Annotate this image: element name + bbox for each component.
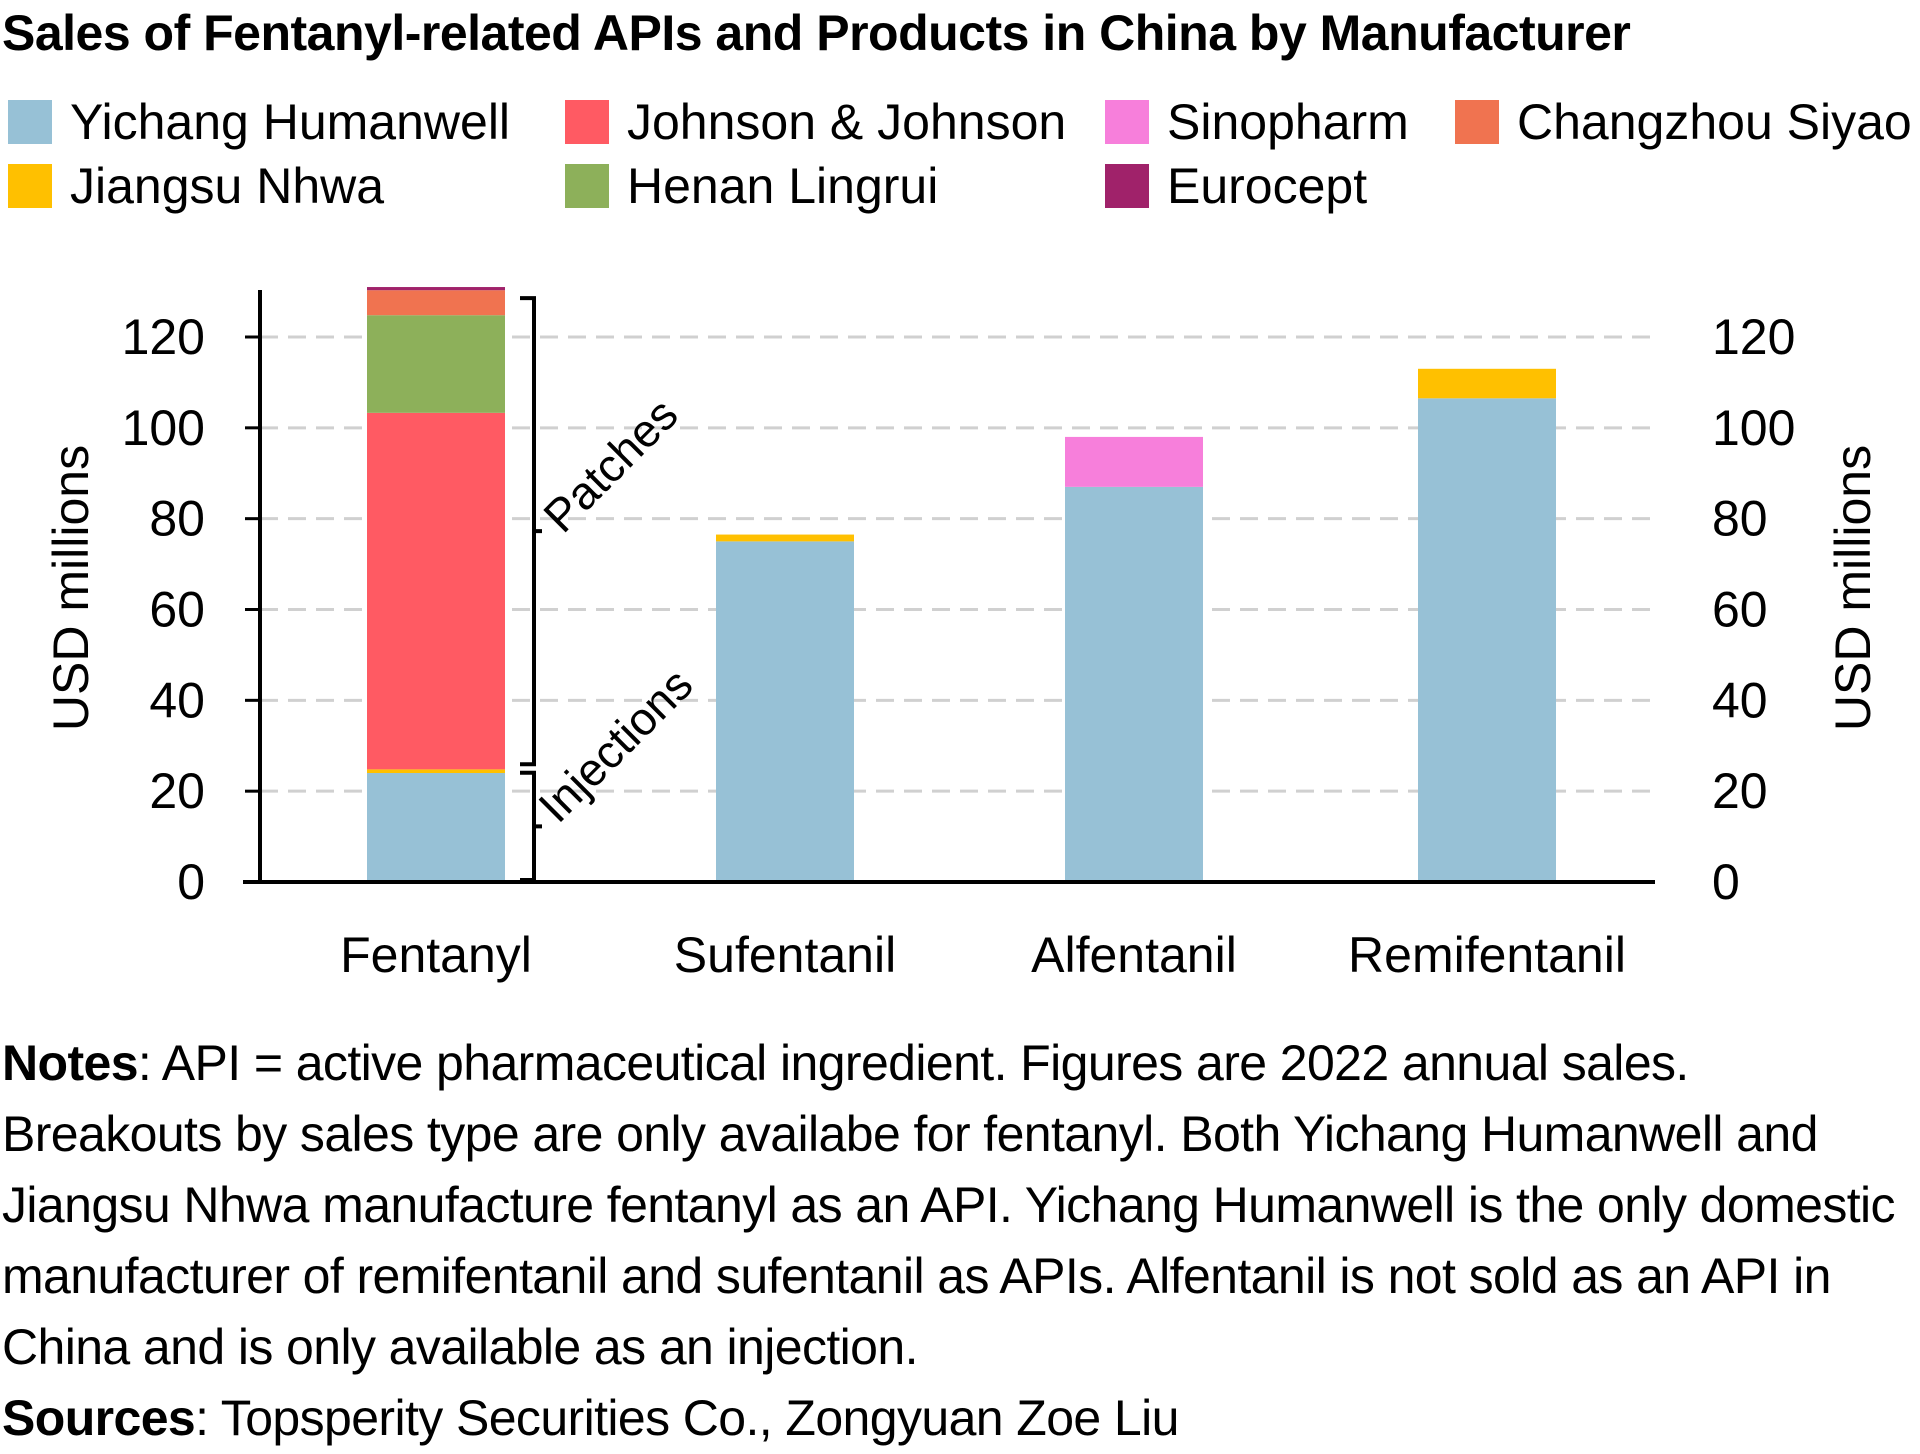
bar-segment <box>367 773 505 882</box>
bar-segment <box>1065 486 1203 882</box>
bar-segment <box>1418 398 1556 882</box>
bar-segment <box>367 287 505 291</box>
y-tick-label-right: 120 <box>1712 309 1795 365</box>
legend-label: Johnson & Johnson <box>627 94 1067 150</box>
y-tick-label-left: 20 <box>149 763 205 819</box>
y-tick-label-left: 60 <box>149 582 205 638</box>
legend-label: Changzhou Siyao <box>1517 94 1912 150</box>
y-tick-label-right: 40 <box>1712 672 1768 728</box>
chart-title: Sales of Fentanyl-related APIs and Produ… <box>2 5 1631 61</box>
legend-swatch <box>8 164 52 208</box>
sources-label: Sources <box>2 1390 196 1446</box>
bar-segment <box>716 541 854 882</box>
legend-swatch <box>565 164 609 208</box>
y-axis-title-left: USD millions <box>43 445 99 731</box>
legend-swatch <box>1105 164 1149 208</box>
legend-swatch <box>1105 100 1149 144</box>
legend-label: Jiangsu Nhwa <box>70 158 385 214</box>
stacked-bar-chart: 0 0 20 20 40 40 60 60 80 80 100 100 120 120 USD millio… <box>43 287 1881 983</box>
sources-text: : Topsperity Securities Co., Zongyuan Zo… <box>195 1390 1179 1446</box>
y-tick-label-right: 60 <box>1712 582 1768 638</box>
legend-label: Yichang Humanwell <box>70 94 511 150</box>
notes-text: : API = active pharmaceutical ingredient… <box>2 1035 1896 1375</box>
x-tick-label: Alfentanil <box>1031 927 1237 983</box>
legend-label: Henan Lingrui <box>627 158 939 214</box>
bar-segment <box>367 412 505 770</box>
y-axis-title-right: USD millions <box>1825 445 1881 731</box>
x-tick-label: Remifentanil <box>1348 927 1626 983</box>
y-tick-label-right: 80 <box>1712 491 1768 547</box>
chart-notes: Notes: API = active pharmaceutical ingre… <box>2 1028 1917 1454</box>
bar-segment <box>367 290 505 316</box>
legend-item: Jiangsu Nhwa <box>8 156 384 216</box>
y-tick-label-left: 120 <box>122 309 205 365</box>
notes-label: Notes <box>2 1035 139 1091</box>
y-tick-label-left: 40 <box>149 672 205 728</box>
legend-label: Eurocept <box>1167 158 1368 214</box>
notes-paragraph: Notes: API = active pharmaceutical ingre… <box>2 1028 1917 1383</box>
patches-bracket <box>520 296 542 767</box>
bar-segment <box>1418 368 1556 399</box>
bar-segment <box>1065 436 1203 487</box>
legend-swatch <box>565 100 609 144</box>
x-tick-label: Sufentanil <box>674 927 896 983</box>
y-tick-label-left: 80 <box>149 491 205 547</box>
injections-label: Injections <box>528 658 702 832</box>
bar-segment <box>716 534 854 542</box>
legend-item: Eurocept <box>1105 156 1367 216</box>
legend-item: Johnson & Johnson <box>565 92 1066 152</box>
legend-swatch <box>8 100 52 144</box>
bar-segment <box>367 769 505 773</box>
legend-label: Sinopharm <box>1167 94 1409 150</box>
injections-bracket <box>520 770 542 882</box>
legend-item: Changzhou Siyao <box>1455 92 1912 152</box>
chart-legend: Yichang Humanwell Johnson & Johnson Sinoph… <box>0 92 1920 232</box>
legend-item: Yichang Humanwell <box>8 92 510 152</box>
y-tick-label-left: 100 <box>122 400 205 456</box>
y-tick-label-right: 100 <box>1712 400 1795 456</box>
sources-paragraph: Sources: Topsperity Securities Co., Zong… <box>2 1383 1917 1454</box>
legend-swatch <box>1455 100 1499 144</box>
legend-item: Sinopharm <box>1105 92 1409 152</box>
legend-item: Henan Lingrui <box>565 156 938 216</box>
bar-segment <box>367 315 505 413</box>
y-tick-label-right: 20 <box>1712 763 1768 819</box>
x-tick-label: Fentanyl <box>340 927 532 983</box>
y-tick-label-right: 0 <box>1712 854 1740 910</box>
y-tick-label-left: 0 <box>177 854 205 910</box>
